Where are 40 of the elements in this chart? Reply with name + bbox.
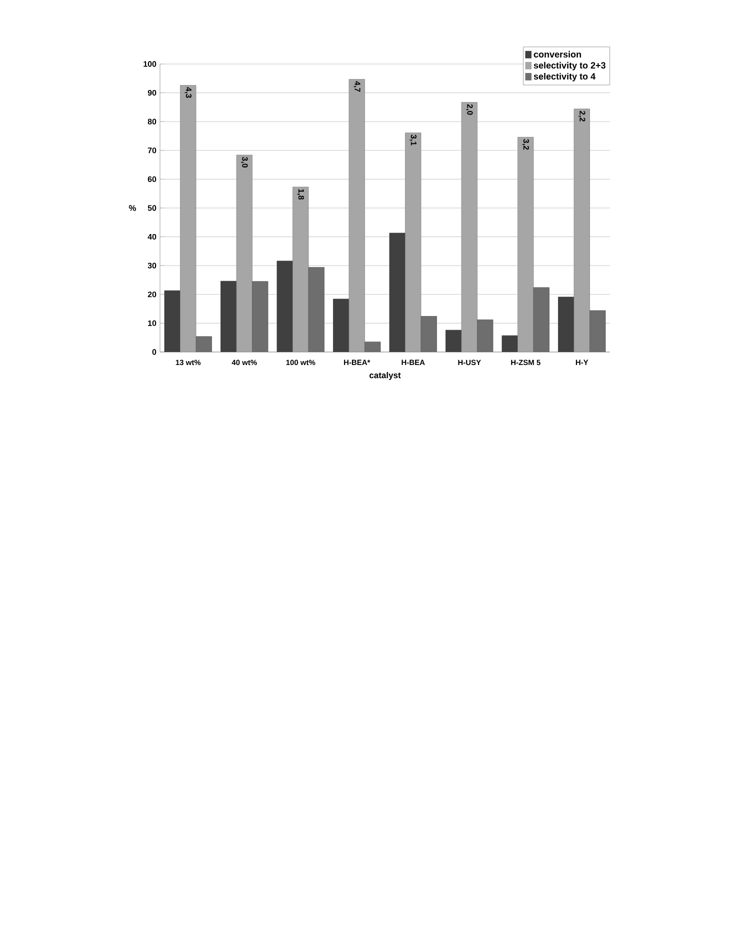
y-tick-label: 60 xyxy=(148,176,156,182)
annotation: 4,7 xyxy=(354,81,360,92)
annotation: 2,0 xyxy=(466,104,473,115)
bar xyxy=(196,336,212,352)
y-tick-label: 0 xyxy=(152,349,156,355)
bar xyxy=(308,267,324,352)
y-tick-label: 40 xyxy=(148,234,156,240)
bar xyxy=(389,232,406,352)
y-tick-label: 80 xyxy=(148,118,156,124)
y-tick-label: 100 xyxy=(144,61,156,67)
y-tick-label: 20 xyxy=(148,292,156,298)
bar xyxy=(533,287,550,352)
bar xyxy=(446,330,462,352)
annotation: 1,8 xyxy=(297,189,304,200)
annotation: 3,1 xyxy=(410,134,417,146)
legend-label: conversion xyxy=(534,50,581,58)
bar xyxy=(333,298,350,352)
y-tick-label: 10 xyxy=(148,320,156,326)
bar xyxy=(477,320,494,352)
y-tick-label: 70 xyxy=(148,148,156,154)
bar xyxy=(220,280,237,352)
x-axis-title: catalyst xyxy=(370,372,401,380)
y-tick-label: 30 xyxy=(148,262,156,268)
y-axis-title: % xyxy=(128,205,136,211)
bar xyxy=(502,335,518,352)
bar xyxy=(364,342,381,352)
annotation: 3,2 xyxy=(522,139,530,150)
y-tick-label: 50 xyxy=(148,205,156,211)
bar xyxy=(590,310,606,352)
legend-label: selectivity to 2+3 xyxy=(534,62,606,70)
bar xyxy=(276,260,293,352)
bar xyxy=(420,316,437,352)
annotation: 2,2 xyxy=(578,110,586,122)
legend-label: selectivity to 4 xyxy=(534,72,596,82)
annotation: 4,3 xyxy=(184,87,192,98)
bar xyxy=(164,290,180,352)
y-tick-label: 90 xyxy=(148,90,156,96)
bar xyxy=(252,281,268,352)
annotation: 3,0 xyxy=(240,156,248,168)
bar xyxy=(558,296,574,352)
